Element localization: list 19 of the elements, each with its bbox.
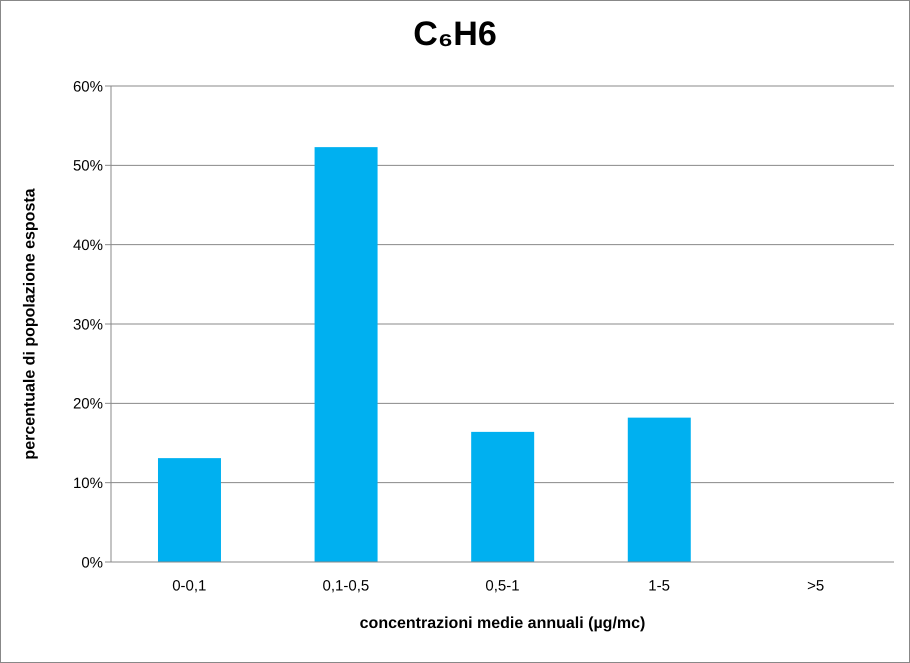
x-tick-label: 1-5 <box>648 578 670 595</box>
y-tick-label: 40% <box>72 236 103 254</box>
y-tick-label: 50% <box>72 158 103 175</box>
y-tick-label: 20% <box>72 396 103 413</box>
y-tick-label: 60% <box>72 78 103 96</box>
x-tick-label: 0,5-1 <box>485 578 520 595</box>
x-tick-label: 0-0,1 <box>172 578 206 595</box>
bar <box>158 458 221 562</box>
bar <box>314 147 378 562</box>
y-tick-label: 30% <box>72 316 103 334</box>
y-tick-label: 10% <box>72 474 103 492</box>
y-axis-title: percentuale di popolazione esposta <box>22 188 39 460</box>
chart-title: C₆H6 <box>412 15 498 54</box>
x-tick-label: >5 <box>807 578 824 595</box>
bar <box>471 432 534 562</box>
y-tick-label: 0% <box>81 554 103 572</box>
x-tick-label: 0,1-0,5 <box>322 578 370 595</box>
x-axis-title: concentrazioni medie annuali (µg/mc) <box>360 615 646 632</box>
bar <box>628 418 691 562</box>
